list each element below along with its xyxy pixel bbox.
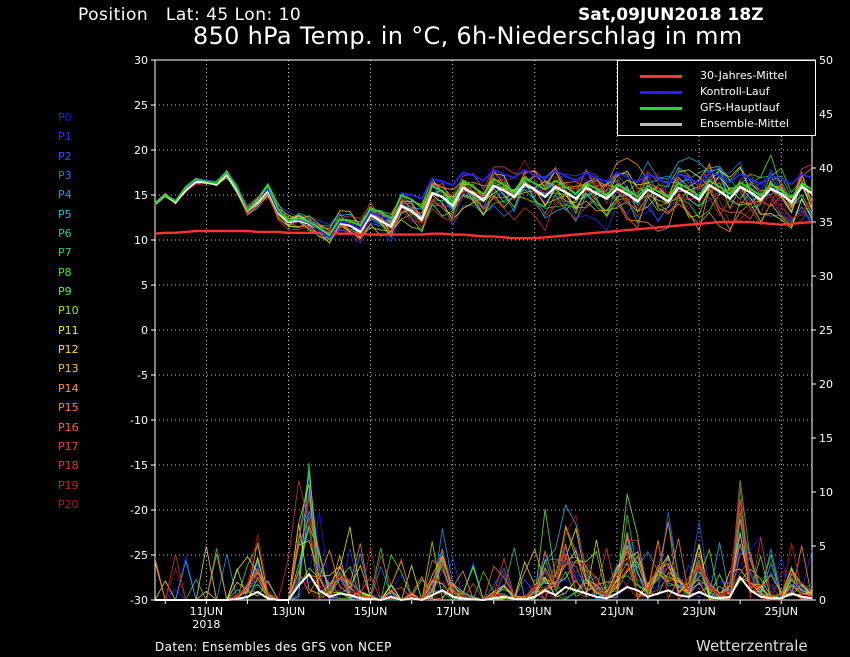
series-gfs-hauptlauf bbox=[154, 170, 813, 236]
member-label-p7: P7 bbox=[58, 246, 72, 260]
x-tick-label: 23JUN bbox=[682, 605, 716, 618]
member-label-p18: P18 bbox=[58, 459, 79, 473]
x-tick-label: 2018 bbox=[192, 618, 220, 631]
left-tick-label: -30 bbox=[130, 594, 148, 607]
member-label-p6: P6 bbox=[58, 227, 72, 241]
left-tick-label: -20 bbox=[130, 504, 148, 517]
member-label-p11: P11 bbox=[58, 323, 79, 337]
left-tick-label: 0 bbox=[141, 324, 148, 337]
right-tick-label: 0 bbox=[819, 594, 826, 607]
left-tick-label: -15 bbox=[130, 459, 148, 472]
member-label-p14: P14 bbox=[58, 381, 79, 395]
x-tick-label: 21JUN bbox=[600, 605, 634, 618]
right-tick-label: 5 bbox=[819, 540, 826, 553]
legend-swatch bbox=[640, 107, 682, 110]
x-tick-label: 13JUN bbox=[272, 605, 306, 618]
member-label-p2: P2 bbox=[58, 149, 72, 163]
right-tick-label: 30 bbox=[819, 270, 833, 283]
member-precip-line bbox=[155, 491, 813, 601]
left-tick-label: -25 bbox=[130, 549, 148, 562]
chart-legend: 30-Jahres-Mittel Kontroll-Lauf GFS-Hauptla… bbox=[617, 60, 816, 136]
member-label-p0: P0 bbox=[58, 111, 72, 124]
right-tick-label: 20 bbox=[819, 378, 833, 391]
right-tick-label: 15 bbox=[819, 432, 833, 445]
right-tick-label: 25 bbox=[819, 324, 833, 337]
legend-entry: Ensemble-Mittel bbox=[618, 117, 815, 131]
legend-label: Kontroll-Lauf bbox=[700, 85, 770, 98]
legend-entry: Kontroll-Lauf bbox=[618, 85, 815, 99]
data-source-label: Daten: Ensembles des GFS von NCEP bbox=[155, 640, 392, 654]
x-tick-label: 15JUN bbox=[354, 605, 388, 618]
left-tick-label: 25 bbox=[134, 99, 148, 112]
legend-label: 30-Jahres-Mittel bbox=[700, 69, 788, 82]
brand-label: Wetterzentrale bbox=[696, 637, 808, 655]
member-label-p10: P10 bbox=[58, 304, 79, 318]
legend-entry: 30-Jahres-Mittel bbox=[618, 69, 815, 83]
member-label-p3: P3 bbox=[58, 169, 72, 183]
member-label-p9: P9 bbox=[58, 285, 72, 299]
member-label-p12: P12 bbox=[58, 343, 79, 357]
member-precip-line bbox=[155, 462, 813, 601]
x-tick-label: 11JUN bbox=[190, 605, 224, 618]
member-label-p16: P16 bbox=[58, 420, 79, 434]
right-tick-label: 40 bbox=[819, 162, 833, 175]
member-precip-line bbox=[155, 480, 813, 602]
left-tick-label: -10 bbox=[130, 414, 148, 427]
left-tick-label: -5 bbox=[137, 369, 148, 382]
x-tick-label: 17JUN bbox=[436, 605, 470, 618]
series-ensemble-mittel-precip bbox=[155, 572, 813, 602]
member-temp-line bbox=[154, 157, 813, 227]
left-tick-label: 10 bbox=[134, 234, 148, 247]
series-30-jahres-mittel bbox=[154, 220, 813, 240]
series-ensemble-mittel bbox=[154, 172, 813, 238]
right-tick-label: 10 bbox=[819, 486, 833, 499]
member-label-p8: P8 bbox=[58, 265, 72, 279]
right-tick-label: 50 bbox=[819, 54, 833, 67]
x-tick-label: 25JUN bbox=[764, 605, 798, 618]
ensemble-member-list: P0 P1 P2 P3 P4 P5 P6 P7 P8 P9 P10 P11 P12 P13 P14 P15 P1… bbox=[58, 108, 79, 514]
member-label-p15: P15 bbox=[58, 401, 79, 415]
series-kontroll-lauf bbox=[154, 168, 813, 239]
legend-label: GFS-Hauptlauf bbox=[700, 101, 780, 114]
member-label-p4: P4 bbox=[58, 188, 72, 202]
member-temp-line bbox=[154, 153, 813, 239]
x-tick-label: 19JUN bbox=[518, 605, 552, 618]
run-datetime: Sat,09JUN2018 18Z bbox=[578, 5, 764, 25]
member-label-p1: P1 bbox=[58, 130, 72, 144]
left-tick-label: 15 bbox=[134, 189, 148, 202]
member-label-p20: P20 bbox=[58, 497, 79, 511]
legend-swatch bbox=[640, 91, 682, 94]
member-label-p13: P13 bbox=[58, 362, 79, 376]
legend-swatch bbox=[640, 123, 682, 126]
right-tick-label: 35 bbox=[819, 216, 833, 229]
right-tick-label: 45 bbox=[819, 108, 833, 121]
legend-swatch bbox=[640, 75, 682, 78]
chart-title: 850 hPa Temp. in °C, 6h-Niederschlag in … bbox=[193, 22, 743, 50]
legend-entry: GFS-Hauptlauf bbox=[618, 101, 815, 115]
member-label-p5: P5 bbox=[58, 207, 72, 221]
left-tick-label: 5 bbox=[141, 279, 148, 292]
left-tick-label: 30 bbox=[134, 54, 148, 67]
position-label: Position Lat: 45 Lon: 10 bbox=[78, 5, 302, 25]
member-label-p17: P17 bbox=[58, 439, 79, 453]
left-tick-label: 20 bbox=[134, 144, 148, 157]
legend-label: Ensemble-Mittel bbox=[700, 117, 789, 130]
member-label-p19: P19 bbox=[58, 478, 79, 492]
member-precip-line bbox=[155, 480, 812, 601]
